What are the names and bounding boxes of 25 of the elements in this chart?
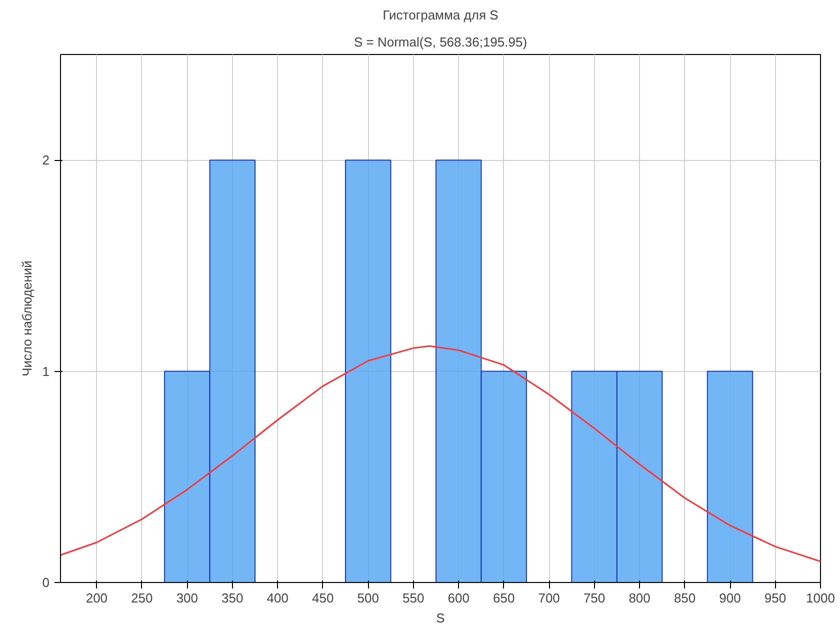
x-tick-label: 450 <box>312 590 334 606</box>
x-tick-label: 650 <box>492 590 515 606</box>
chart-title: Гистограмма для S <box>382 8 499 22</box>
y-axis-title: Число наблюдений <box>19 260 34 376</box>
x-tick-label: 600 <box>448 590 470 606</box>
x-tick-label: 250 <box>131 590 153 606</box>
x-tick-label: 350 <box>222 590 244 606</box>
x-tick-label: 200 <box>86 590 108 606</box>
y-tick-label: 2 <box>42 152 50 168</box>
y-tick-label: 0 <box>42 575 50 590</box>
x-tick-label: 950 <box>764 590 786 606</box>
x-tick-label: 700 <box>538 590 560 606</box>
x-tick-label: 1000 <box>806 590 835 606</box>
x-tick-label: 550 <box>402 590 424 606</box>
x-tick-label: 750 <box>583 590 606 606</box>
x-tick-label: 400 <box>266 590 288 606</box>
x-tick-label: 900 <box>719 590 741 606</box>
line-series <box>60 345 820 562</box>
x-tick-label: 300 <box>176 590 198 606</box>
x-axis-title: S <box>436 610 446 626</box>
x-tick-label: 500 <box>357 590 379 606</box>
chart-subtitle: S = Normal(S, 568.36;195.95) <box>354 34 528 50</box>
x-tick-label: 850 <box>674 590 696 606</box>
y-tick-label: 1 <box>42 364 50 379</box>
x-tick-label: 800 <box>628 590 650 606</box>
